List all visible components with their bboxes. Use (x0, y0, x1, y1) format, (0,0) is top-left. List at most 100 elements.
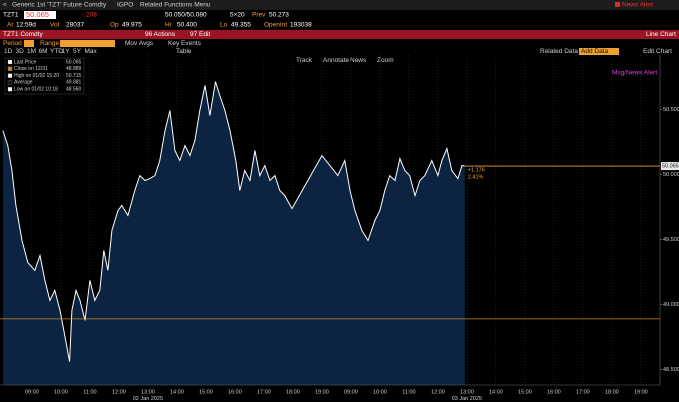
x-tick-label: 11:00 (402, 389, 415, 395)
key-events[interactable]: Key Events (168, 40, 202, 47)
add-data-box[interactable] (579, 48, 619, 55)
x-tick-label: 18:00 (286, 389, 300, 395)
red-bar (0, 30, 679, 39)
y-tick-label: 50.500 (663, 107, 679, 113)
hi-label: Hi (165, 22, 171, 29)
legend-name: Close on 12/31 (14, 66, 48, 72)
vol-label: Vol (50, 22, 60, 29)
range-box[interactable] (60, 40, 115, 47)
alert-icon (615, 2, 620, 7)
lo-label: Lo (220, 22, 228, 29)
related-data[interactable]: Related Data (540, 48, 578, 55)
legend-value: 48.889 (66, 66, 82, 72)
bid-ask: 50.050/50.080 (165, 12, 207, 19)
x-tick-label: 12:00 (431, 389, 445, 395)
last-price-label: 50.065 (662, 164, 679, 170)
x-tick-label: 14:00 (489, 389, 503, 395)
x-tick-label: 17:00 (576, 389, 590, 395)
vol: 28037 (66, 22, 84, 29)
x-tick-label: 09:00 (344, 389, 358, 395)
range-button[interactable]: 1D (4, 48, 13, 55)
range-button[interactable]: 5Y (73, 48, 82, 55)
x-tick-label: 13:00 (141, 389, 155, 395)
security: TZT1 Comdty (3, 31, 43, 38)
annotation-change: +1.176 (468, 168, 485, 174)
related-menu[interactable]: Related Functions Menu (140, 2, 211, 9)
legend-value: 49.881 (66, 80, 82, 86)
x-tick-label: 12:00 (112, 389, 126, 395)
tool[interactable]: Zoom (377, 57, 394, 64)
add-data[interactable]: Add Data (581, 48, 608, 55)
legend-value: 50.715 (66, 73, 82, 79)
table[interactable]: Table (176, 48, 192, 55)
range-button[interactable]: 6M (39, 48, 48, 55)
legend-name: Last Price (14, 59, 36, 65)
change: -.208 (82, 12, 97, 19)
y-tick-label: 49.500 (663, 237, 679, 243)
edit-chart[interactable]: Edit Chart (643, 48, 672, 55)
oi: 193038 (290, 22, 312, 29)
y-tick-label: 48.500 (663, 367, 679, 373)
legend-name: Average (14, 80, 33, 86)
legend-swatch (7, 66, 13, 71)
at-label: At (7, 22, 13, 29)
range-button[interactable]: 1Y (62, 48, 71, 55)
msg-alert: Msg/News Alert (612, 70, 657, 77)
x-tick-label: 13:00 (460, 389, 474, 395)
last-price-tag (661, 162, 679, 171)
legend-box (4, 57, 85, 95)
x-tick-label: 09:00 (25, 389, 39, 395)
y-tick-label: 49.000 (663, 302, 679, 308)
range-button[interactable]: YTD (50, 48, 63, 55)
tool[interactable]: Track (296, 57, 313, 64)
period-box[interactable] (24, 40, 34, 47)
igpo[interactable]: IGPO (117, 2, 133, 9)
x-tick-label: 17:00 (257, 389, 271, 395)
range-button[interactable]: 3D (16, 48, 25, 55)
oi-label: OpenInt (264, 22, 287, 29)
area (2, 81, 465, 385)
security-desc[interactable]: Generic 1st 'TZT' Future Comdty (12, 2, 107, 9)
mov-avgs[interactable]: Mov Avgs (125, 40, 154, 47)
x-tick-label: 11:00 (83, 389, 96, 395)
actions[interactable]: 96 Actions (145, 31, 176, 38)
legend-swatch (7, 59, 13, 65)
size: 5×20 (230, 12, 245, 19)
legend-swatch (7, 80, 13, 85)
hi: 50.400 (177, 22, 197, 29)
tool[interactable]: News (350, 57, 367, 64)
date-label: 03 Jan 2025 (452, 396, 482, 402)
period-label: Period (3, 40, 22, 47)
x-tick-label: 14:00 (170, 389, 184, 395)
x-tick-label: 10:00 (373, 389, 387, 395)
range-label: Range (40, 40, 60, 47)
prev-label: Prev (252, 12, 266, 19)
annotation-pct: 2.41% (468, 175, 484, 181)
x-tick-label: 15:00 (518, 389, 532, 395)
x-tick-label: 19:00 (315, 389, 329, 395)
edit[interactable]: 97 Edit (190, 31, 210, 38)
prev: 50.273 (269, 12, 289, 19)
x-tick-label: 15:00 (199, 389, 213, 395)
x-tick-label: 19:00 (634, 389, 648, 395)
price-box (24, 11, 56, 19)
tool[interactable]: Annotate (323, 57, 349, 64)
op: 49.975 (122, 22, 142, 29)
legend-name: High on 01/02 15:20 (14, 73, 59, 79)
range-button[interactable]: Max (85, 48, 98, 55)
back[interactable]: < (3, 2, 7, 9)
legend-name: Low on 01/02 10:18 (14, 87, 58, 93)
x-tick-label: 16:00 (547, 389, 561, 395)
ticker: TZT1 (3, 12, 19, 19)
top-bar (0, 0, 679, 10)
x-tick-label: 10:00 (54, 389, 68, 395)
lo: 49.355 (231, 22, 251, 29)
op-label: Op (110, 22, 119, 29)
news-alert[interactable]: News Alert (622, 2, 653, 9)
legend-value: 50.065 (66, 59, 82, 65)
y-tick-label: 50.000 (663, 172, 679, 178)
range-button[interactable]: 1M (27, 48, 36, 55)
legend-swatch (7, 73, 13, 78)
date-label: 02 Jan 2025 (133, 396, 163, 402)
